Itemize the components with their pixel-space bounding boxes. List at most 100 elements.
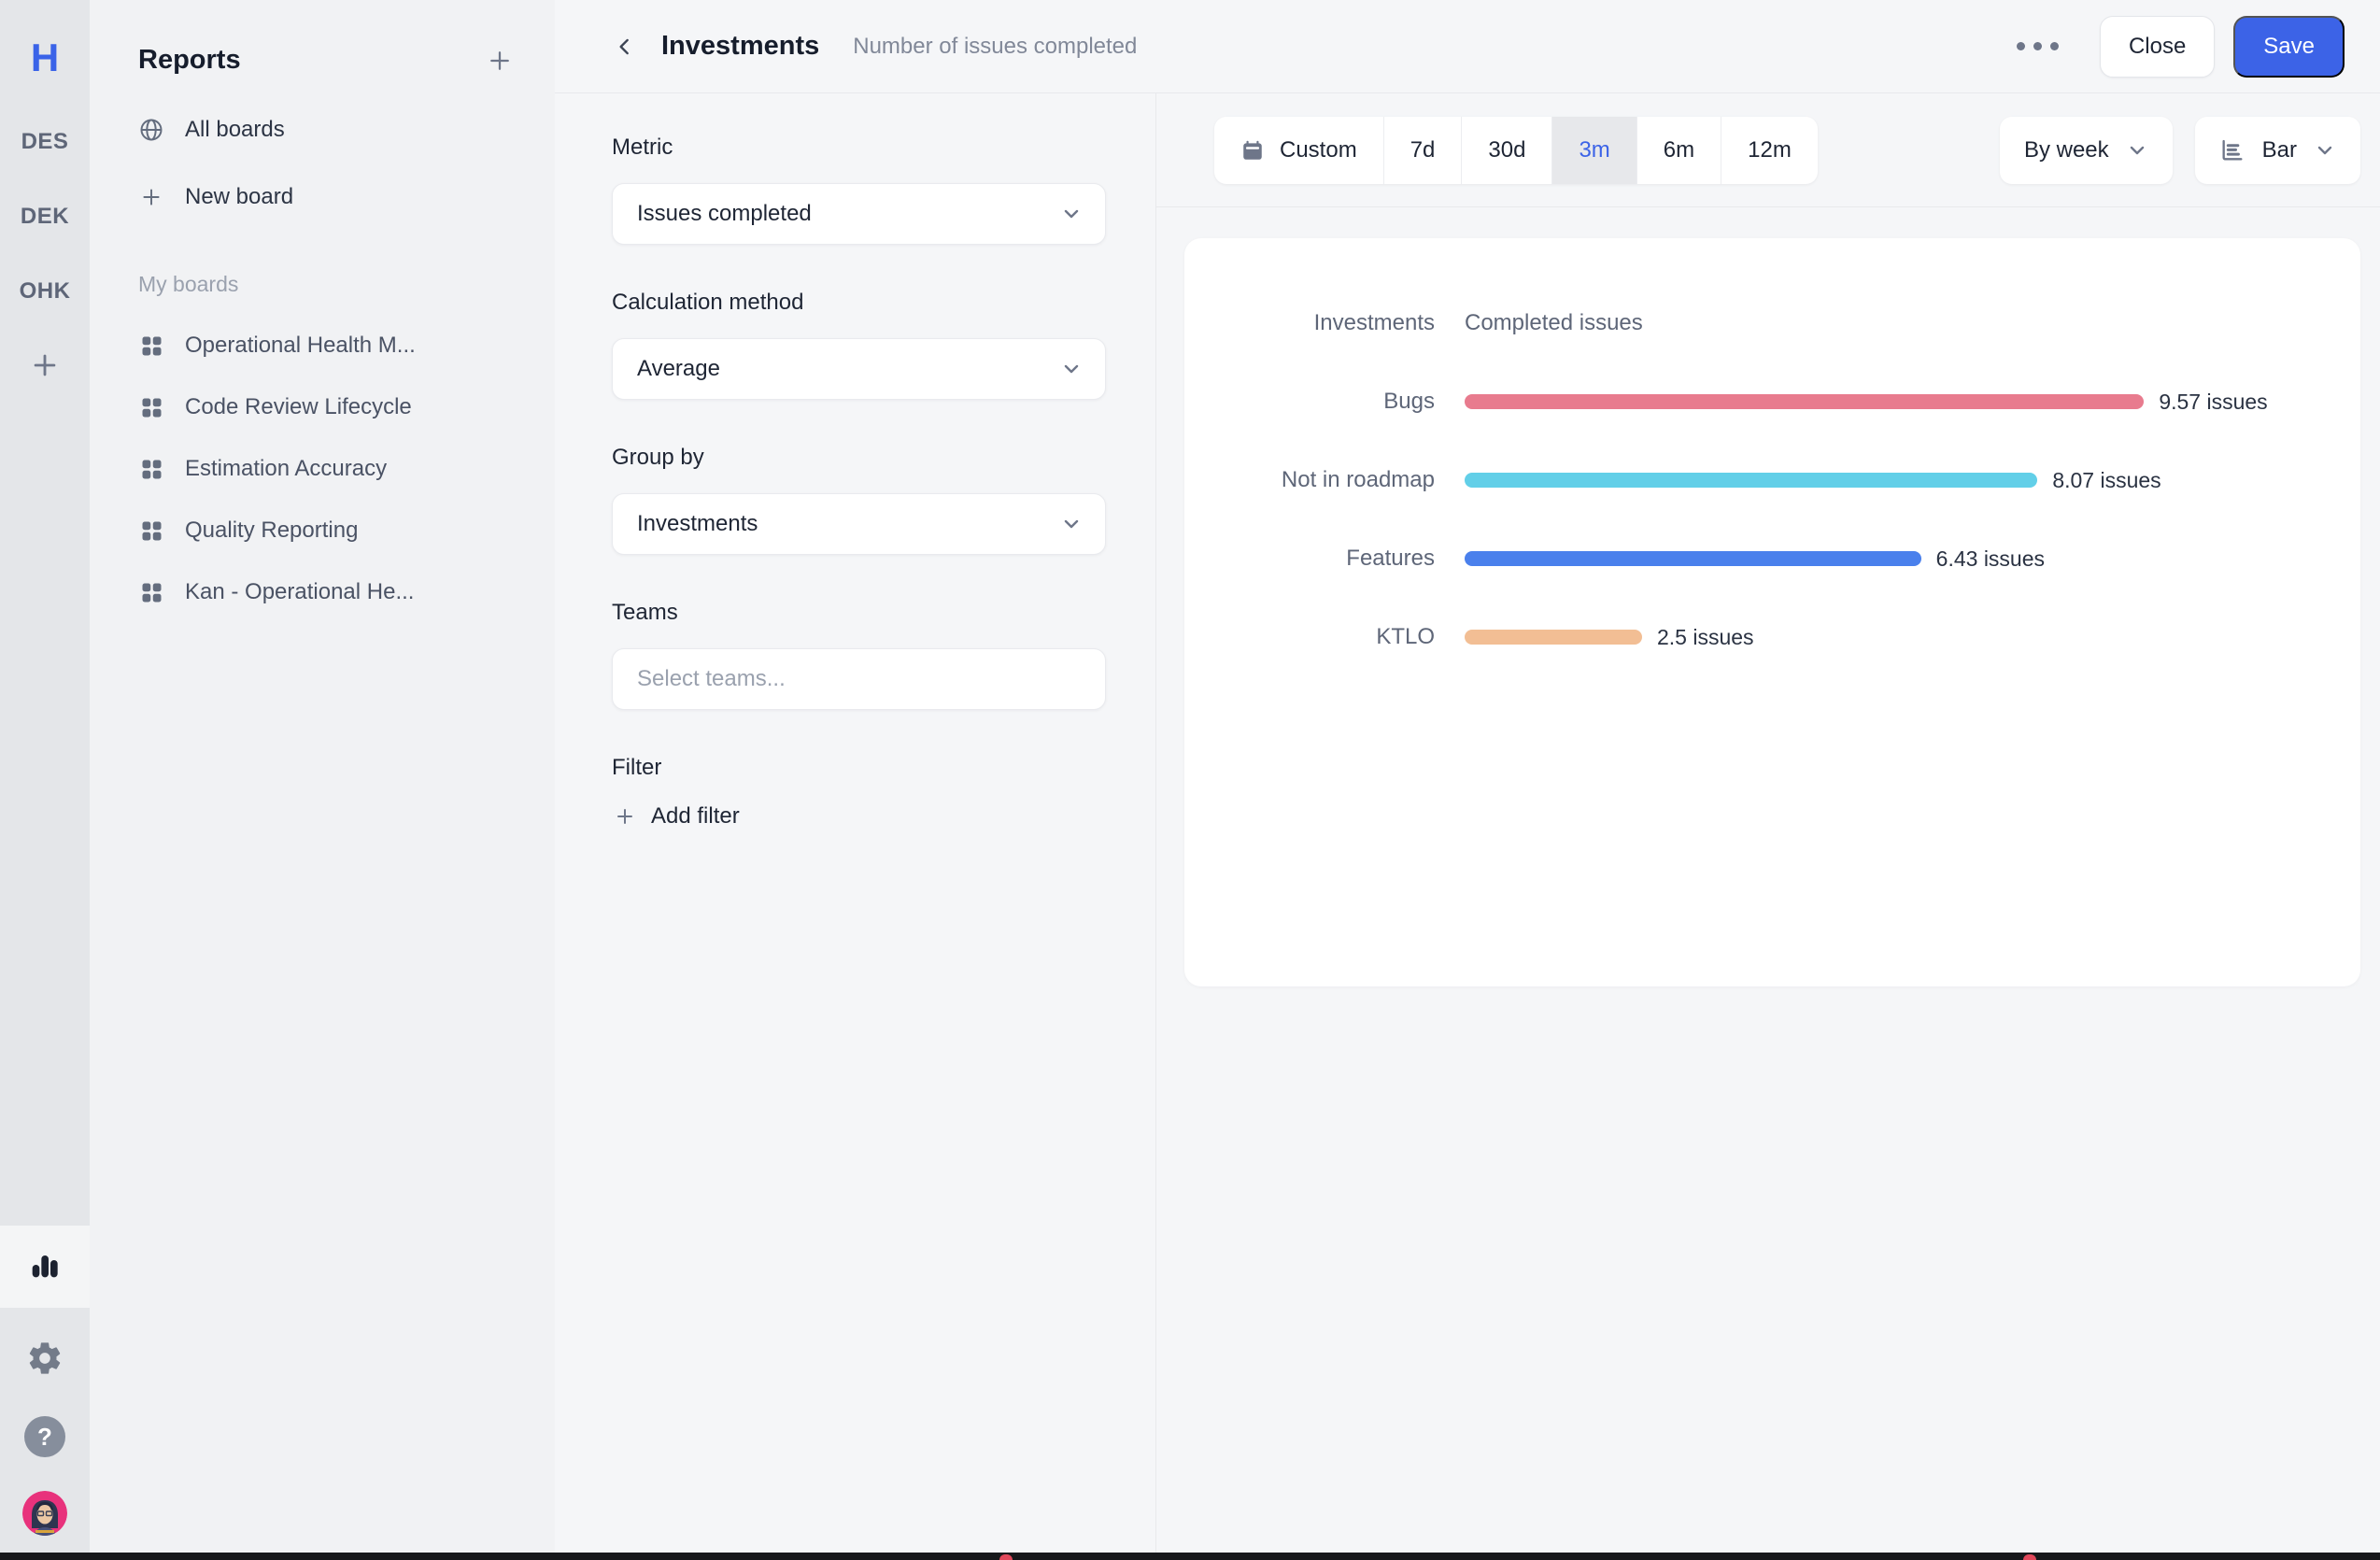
my-boards-section-label: My boards [138,272,239,296]
board-item[interactable]: Kan - Operational He... [138,579,514,605]
chart-value-column-header: Completed issues [1465,310,1643,335]
workspace-item-ohk[interactable]: OHK [19,278,71,304]
reports-sidebar: Reports All boards New board My boards O… [90,0,555,1560]
new-report-button[interactable] [486,47,514,75]
range-6m[interactable]: 6m [1637,116,1722,184]
board-item-label: Quality Reporting [185,518,359,543]
category-label: Bugs [1383,389,1435,414]
range-7d[interactable]: 7d [1384,116,1463,184]
calculation-method-label: Calculation method [612,290,804,315]
chart-card: Investments Completed issues Bugs 9.57 i… [1184,238,2360,986]
chevron-left-icon [619,38,629,54]
reports-nav-button[interactable] [0,1226,90,1308]
add-workspace-button[interactable] [29,349,61,386]
plus-icon [490,50,509,70]
range-30d[interactable]: 30d [1462,116,1553,184]
workspace-item-des[interactable]: DES [21,129,69,154]
range-label: Custom [1280,136,1357,163]
plus-icon [138,185,164,209]
globe-icon [138,117,164,143]
filter-label: Filter [612,755,662,780]
chart-controls: Custom 7d 30d 3m 6m 12m By week [1156,93,2380,207]
board-item[interactable]: Operational Health M... [138,333,514,359]
bar-value-label: 2.5 issues [1657,624,1754,649]
screen-bottom-edge [0,1553,2380,1560]
bar-value-label: 9.57 issues [2159,389,2268,414]
metric-select[interactable]: Issues completed [612,183,1106,245]
board-item-label: Operational Health M... [185,333,416,358]
group-by-select[interactable]: Investments [612,493,1106,555]
avatar-image [22,1491,67,1536]
board-item[interactable]: Estimation Accuracy [138,456,514,482]
page-title: Investments [661,31,820,61]
board-grid-icon [138,458,164,481]
category-label: KTLO [1376,624,1435,649]
board-item-label: Code Review Lifecycle [185,394,412,419]
bar-bugs[interactable] [1465,394,2145,409]
calculation-method-value: Average [637,356,720,381]
range-label: 6m [1663,136,1695,163]
main-area: Investments Number of issues completed C… [555,0,2380,1560]
chevron-down-icon [2314,139,2336,162]
chevron-down-icon [2126,139,2148,162]
board-item[interactable]: Quality Reporting [138,518,514,544]
board-grid-icon [138,519,164,543]
app-logo[interactable]: H [30,35,60,79]
chart-type-select[interactable]: Bar [2194,116,2360,184]
user-avatar[interactable] [22,1491,67,1536]
more-options-button[interactable] [2016,42,2059,50]
chart-type-value: Bar [2261,136,2297,163]
add-filter-button[interactable]: Add filter [614,803,1106,830]
category-label: Not in roadmap [1281,467,1435,492]
group-by-value: Investments [637,511,758,536]
board-item-label: Estimation Accuracy [185,456,388,481]
gear-icon [26,1340,64,1382]
back-button[interactable] [613,35,637,59]
chart-row-ktlo: KTLO 2.5 issues [1184,623,2360,651]
bar-ktlo[interactable] [1465,630,1642,645]
interval-select[interactable]: By week [1999,116,2173,184]
sidebar-item-all-boards[interactable]: All boards [138,117,514,143]
bar-features[interactable] [1465,551,1921,566]
bar-not-in-roadmap[interactable] [1465,473,2038,488]
plus-icon [29,354,61,385]
question-mark-icon: ? [24,1416,65,1457]
chart-group-column-header: Investments [1313,310,1435,335]
category-label: Features [1346,546,1435,571]
save-button[interactable]: Save [2233,15,2345,78]
interval-value: By week [2023,136,2109,163]
calculation-method-select[interactable]: Average [612,338,1106,400]
chart-row-bugs: Bugs 9.57 issues [1184,388,2360,416]
chart-header-row: Investments Completed issues [1184,309,2360,337]
horizontal-bar-chart-icon [2219,137,2245,163]
board-item-label: Kan - Operational He... [185,579,415,604]
board-item[interactable]: Code Review Lifecycle [138,394,514,420]
range-12m[interactable]: 12m [1721,117,1818,184]
chevron-down-icon [1060,513,1083,535]
sidebar-item-label: All boards [185,117,285,142]
sidebar-item-new-board[interactable]: New board [138,184,514,210]
plus-icon [614,805,636,828]
teams-input[interactable] [612,648,1106,710]
range-label: 7d [1410,136,1436,163]
board-grid-icon [138,396,164,419]
board-grid-icon [138,334,164,358]
range-3m[interactable]: 3m [1552,116,1637,184]
metric-select-value: Issues completed [637,201,812,226]
chevron-down-icon [1060,203,1083,225]
chart-row-features: Features 6.43 issues [1184,545,2360,573]
workspace-item-dek[interactable]: DEK [20,204,70,229]
close-button[interactable]: Close [2099,15,2216,78]
page-subtitle: Number of issues completed [853,33,1138,59]
add-filter-label: Add filter [651,803,740,829]
settings-button[interactable] [21,1336,69,1384]
metric-label: Metric [612,135,673,160]
bar-chart-icon [26,1246,64,1288]
workspace-rail: H DES DEK OHK ? [0,0,90,1560]
help-button[interactable]: ? [21,1412,69,1461]
group-by-label: Group by [612,445,704,470]
time-range-selector: Custom 7d 30d 3m 6m 12m [1214,116,1818,184]
chart-row-not-in-roadmap: Not in roadmap 8.07 issues [1184,466,2360,494]
chevron-down-icon [1060,358,1083,380]
range-custom[interactable]: Custom [1214,116,1384,184]
